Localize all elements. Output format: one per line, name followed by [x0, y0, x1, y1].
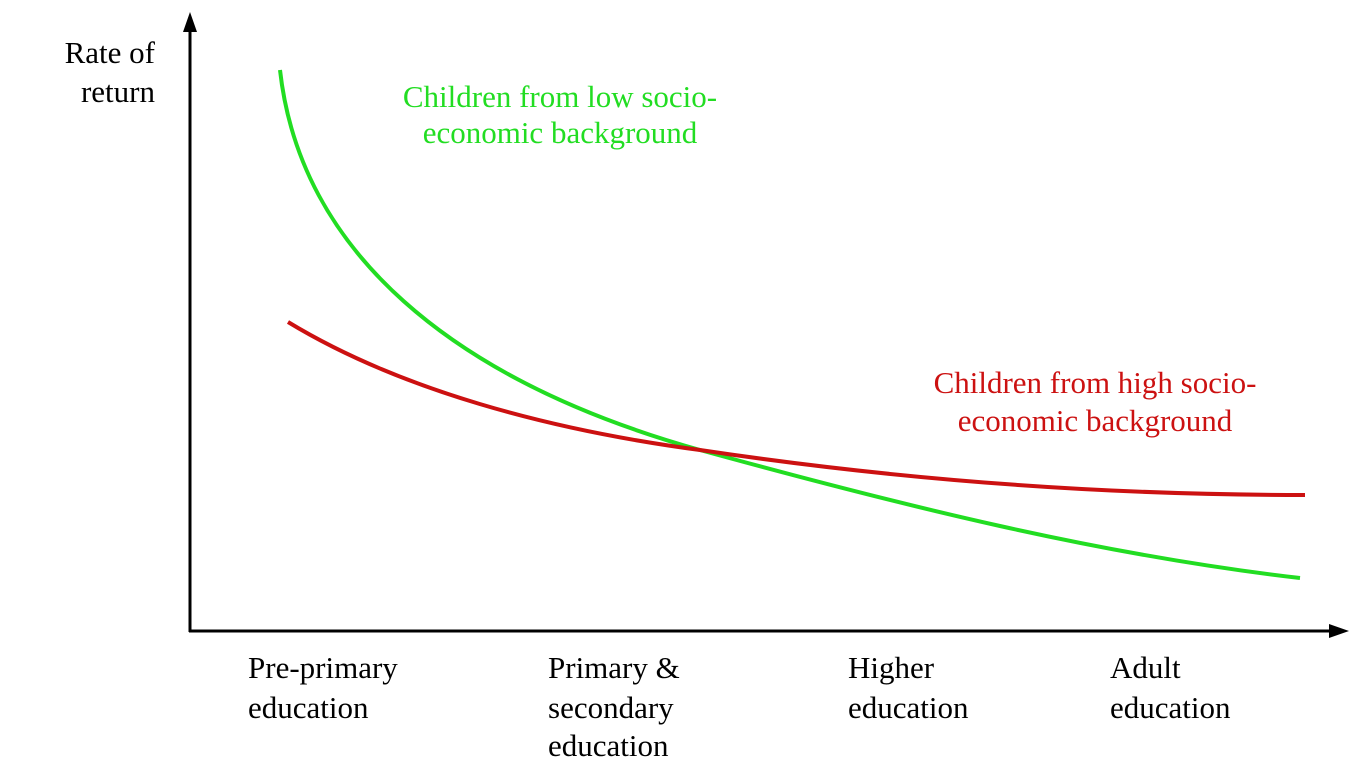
category-label: education — [248, 690, 369, 725]
curve-label: economic background — [423, 115, 698, 150]
category-label: education — [548, 728, 669, 759]
category-label: Higher — [848, 650, 935, 685]
y-axis-label: return — [81, 74, 156, 109]
category-label: secondary — [548, 690, 674, 725]
category-label: education — [1110, 690, 1231, 725]
x-axis-arrow — [1329, 624, 1349, 638]
curve-label: Children from low socio- — [403, 79, 717, 114]
y-axis-arrow — [183, 12, 197, 32]
curve-label: economic background — [958, 403, 1233, 438]
category-label: Pre-primary — [248, 650, 398, 685]
curve-label: Children from high socio- — [934, 365, 1257, 400]
category-label: education — [848, 690, 969, 725]
category-label: Primary & — [548, 650, 680, 685]
category-label: Adult — [1110, 650, 1181, 685]
high-ses-curve — [286, 320, 1306, 497]
y-axis-label: Rate of — [65, 35, 156, 70]
